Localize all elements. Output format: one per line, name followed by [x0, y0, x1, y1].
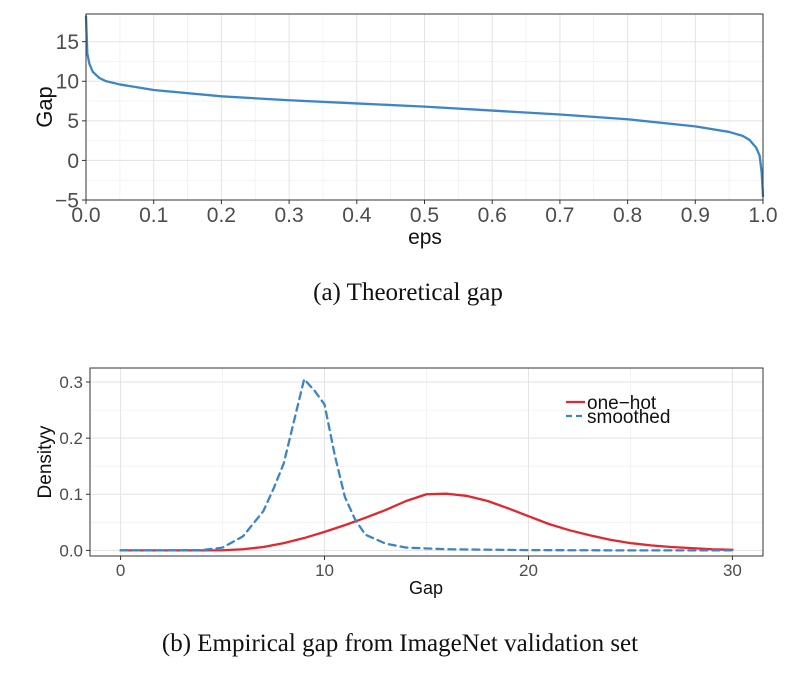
x-tick-label: 1.0 [748, 204, 777, 227]
x-tick-label: 0.6 [478, 204, 507, 227]
series-line-smoothed [119, 378, 734, 552]
panel-b-y-axis-title: Densityy [35, 425, 56, 498]
x-tick-label: 0.4 [342, 204, 372, 227]
panel-b-x-ticks: 0 10 20 30 [116, 556, 742, 580]
x-tick-label: 0.7 [545, 204, 574, 227]
x-tick-label: 0.8 [613, 204, 642, 227]
y-tick-label: −5 [55, 189, 79, 212]
x-tick-label: 0.1 [139, 204, 168, 227]
legend-label-smoothed: smoothed [587, 407, 670, 428]
legend-label-one-hot: one−hot [587, 393, 657, 414]
x-tick-label: 0.2 [207, 204, 236, 227]
x-tick-label: 0.0 [71, 204, 100, 227]
panel-b-y-ticks: 0.0 0.1 0.2 0.3 [59, 373, 90, 560]
panel-b-plot-frame [89, 367, 764, 557]
x-tick-label: 10 [315, 561, 334, 580]
series-line-gap [84, 15, 765, 198]
y-tick-label: 10 [56, 71, 79, 94]
y-tick-label: 0.2 [59, 429, 83, 448]
panel-a-theoretical-gap: 0.0 0.1 0.2 0.3 0.4 0.5 0.6 0.7 0.8 0.9 1.0 −5 0 5 10… [32, 13, 778, 306]
y-tick-label: 0.3 [59, 373, 83, 392]
panel-a-x-axis-title: eps [408, 226, 442, 249]
panel-a-lines [84, 15, 765, 198]
panel-b-legend: one−hot smoothed [566, 393, 670, 428]
panel-a-caption: (a) Theoretical gap [313, 279, 503, 306]
y-tick-label: 0 [67, 150, 79, 173]
y-tick-label: 15 [56, 31, 79, 54]
series-line-one-hot [119, 492, 734, 552]
panel-b-empirical-gap: 0 10 20 30 0.0 0.1 0.2 0.3 Gap Densityy one−ho… [35, 367, 764, 657]
panel-b-caption: (b) Empirical gap from ImageNet validati… [162, 630, 638, 657]
x-tick-label: 30 [723, 561, 742, 580]
x-tick-label: 0.3 [274, 204, 303, 227]
x-tick-label: 20 [519, 561, 538, 580]
panel-a-y-ticks: −5 0 5 10 15 [55, 31, 86, 212]
panel-b-lines [119, 378, 734, 552]
panel-a-y-axis-title: Gap [32, 86, 57, 128]
y-tick-label: 0.1 [59, 485, 83, 504]
y-tick-label: 0.0 [59, 541, 83, 560]
x-tick-label: 0.5 [410, 204, 439, 227]
x-tick-label: 0.9 [681, 204, 710, 227]
panel-a-x-ticks: 0.0 0.1 0.2 0.3 0.4 0.5 0.6 0.7 0.8 0.9 1.0 [71, 200, 778, 227]
panel-b-x-axis-title: Gap [409, 578, 443, 598]
x-tick-label: 0 [116, 561, 125, 580]
y-tick-label: 5 [67, 110, 79, 133]
